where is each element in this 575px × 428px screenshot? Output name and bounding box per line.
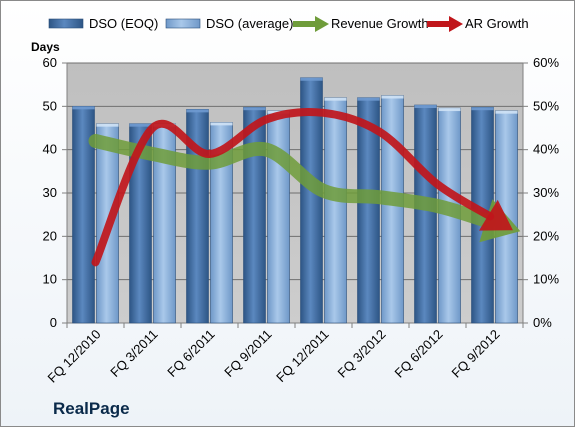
y2-tick-label: 10% — [533, 272, 559, 287]
y-tick-label: 30 — [43, 185, 57, 200]
legend: DSO (EOQ) DSO (average) Revenue Growth AR G… — [48, 16, 529, 32]
bar-dso-eoq — [243, 106, 266, 324]
bar-dso-eoq-cap — [186, 109, 209, 113]
y-tick-label: 60 — [43, 55, 57, 70]
y-tick-label: 10 — [43, 272, 57, 287]
bar-dso-average — [324, 97, 347, 324]
legend-swatch-dso-average — [165, 18, 201, 29]
y-axis-title: Days — [31, 40, 60, 54]
bar-dso-eoq-cap — [300, 77, 323, 81]
y2-tick-label: 0% — [533, 315, 552, 330]
legend-label-revenue-growth: Revenue Growth — [331, 16, 429, 31]
plot-area: 0 10 20 30 40 50 60 0% 10% 20% 30% 40% 50% 60% FQ 12/2… — [43, 55, 560, 386]
x-tick-label: FQ 6/2012 — [392, 327, 446, 381]
y-tick-label: 40 — [43, 142, 57, 157]
bar-dso-average — [267, 110, 290, 324]
y-tick-label: 20 — [43, 228, 57, 243]
company-name: RealPage — [53, 399, 130, 418]
bar-dso-eoq-cap — [357, 97, 380, 101]
bar-dso-eoq-cap — [72, 106, 95, 110]
bar-dso-eoq-cap — [471, 107, 494, 111]
x-tick-label: FQ 9/2011 — [221, 327, 274, 380]
bar-dso-average-cap — [438, 108, 461, 112]
y2-tick-label: 20% — [533, 228, 559, 243]
y2-tick-label: 30% — [533, 185, 559, 200]
legend-arrow-ar-growth — [449, 16, 463, 32]
bar-dso-eoq-cap — [243, 107, 266, 111]
y-tick-label: 0 — [50, 315, 57, 330]
x-tick-label: FQ 6/2011 — [164, 327, 217, 380]
y2-tick-label: 60% — [533, 55, 559, 70]
legend-label-ar-growth: AR Growth — [465, 16, 529, 31]
revenue-growth-line — [88, 134, 497, 229]
bar-dso-eoq-cap — [414, 105, 437, 109]
bar-dso-eoq-cap — [129, 123, 152, 127]
ar-growth-arrowhead — [478, 199, 513, 231]
bar-dso-eoq — [414, 104, 437, 324]
ar-growth-line — [91, 107, 495, 267]
bar-dso-average — [381, 95, 404, 324]
x-tick-label: FQ 3/2011 — [107, 327, 160, 380]
y2-tick-label: 40% — [533, 142, 559, 157]
legend-swatch-dso-eoq — [48, 18, 84, 29]
x-tick-label: FQ 12/2011 — [273, 327, 331, 385]
bar-dso-average-cap — [210, 122, 233, 126]
x-tick-label: FQ 9/2012 — [449, 327, 503, 381]
bar-dso-average-cap — [324, 97, 347, 101]
y-tick-label: 50 — [43, 98, 57, 113]
y2-tick-label: 50% — [533, 98, 559, 113]
bar-dso-average-cap — [96, 123, 119, 127]
legend-arrow-revenue-growth — [315, 16, 329, 32]
legend-label-dso-average: DSO (average) — [206, 16, 293, 31]
x-tick-label: FQ 12/2010 — [44, 327, 103, 386]
legend-label-dso-eoq: DSO (EOQ) — [89, 16, 158, 31]
x-tick-label: FQ 3/2012 — [335, 327, 389, 381]
bar-dso-average-cap — [495, 110, 518, 114]
bar-dso-average-cap — [381, 95, 404, 99]
